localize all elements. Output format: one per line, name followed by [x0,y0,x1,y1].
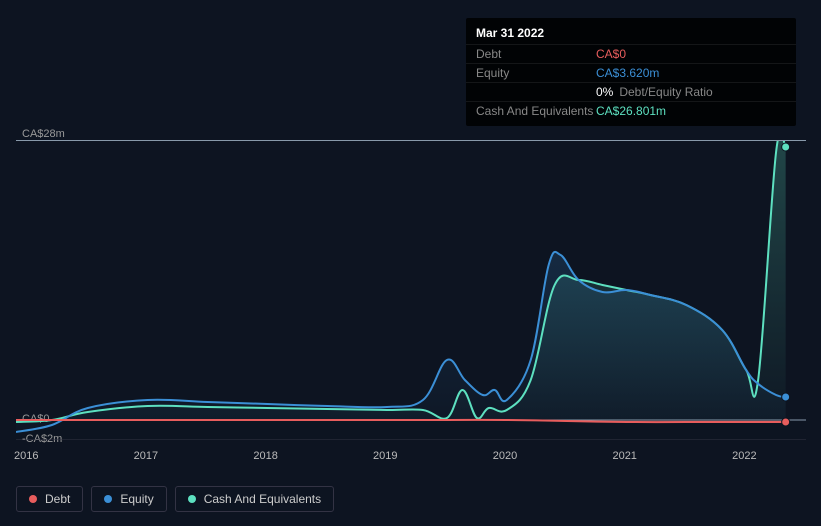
series-marker [782,393,790,401]
series-area [16,252,786,432]
legend-item[interactable]: Cash And Equivalents [175,486,334,512]
tooltip-value: CA$0 [596,47,786,61]
tooltip-date: Mar 31 2022 [466,24,796,45]
tooltip-row: 0%Debt/Equity Ratio [466,83,796,102]
tooltip-row: DebtCA$0 [466,45,796,64]
chart-svg [16,140,806,440]
series-marker [782,143,790,151]
legend-label: Cash And Equivalents [204,492,321,506]
legend-dot-icon [188,495,196,503]
x-axis-label: 2021 [612,450,636,462]
chart-top-border [16,140,806,141]
tooltip-label: Equity [476,66,596,80]
tooltip-value: 0%Debt/Equity Ratio [596,85,786,99]
tooltip-label: Debt [476,47,596,61]
legend-item[interactable]: Equity [91,486,166,512]
series-marker [782,418,790,426]
x-axis-label: 2016 [14,450,38,462]
x-axis-label: 2019 [373,450,397,462]
legend-label: Equity [120,492,153,506]
legend-dot-icon [29,495,37,503]
legend: Debt Equity Cash And Equivalents [16,486,334,512]
x-axis-label: 2020 [493,450,517,462]
legend-label: Debt [45,492,70,506]
tooltip-extra: Debt/Equity Ratio [619,85,712,99]
tooltip-value: CA$3.620m [596,66,786,80]
legend-item[interactable]: Debt [16,486,83,512]
x-axis-label: 2018 [253,450,277,462]
legend-dot-icon [104,495,112,503]
tooltip-label: Cash And Equivalents [476,104,596,118]
chart-plot-area [16,140,806,440]
tooltip: Mar 31 2022 DebtCA$0EquityCA$3.620m0%Deb… [466,18,796,126]
tooltip-label [476,85,596,99]
y-axis-label: CA$28m [22,128,65,140]
tooltip-row: Cash And EquivalentsCA$26.801m [466,102,796,120]
x-axis-label: 2017 [134,450,158,462]
tooltip-row: EquityCA$3.620m [466,64,796,83]
x-axis-label: 2022 [732,450,756,462]
tooltip-value: CA$26.801m [596,104,786,118]
